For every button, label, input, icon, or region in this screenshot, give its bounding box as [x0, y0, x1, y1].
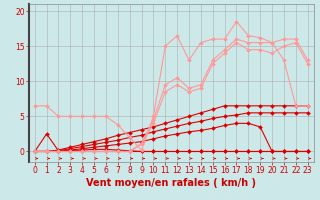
- X-axis label: Vent moyen/en rafales ( km/h ): Vent moyen/en rafales ( km/h ): [86, 178, 256, 188]
